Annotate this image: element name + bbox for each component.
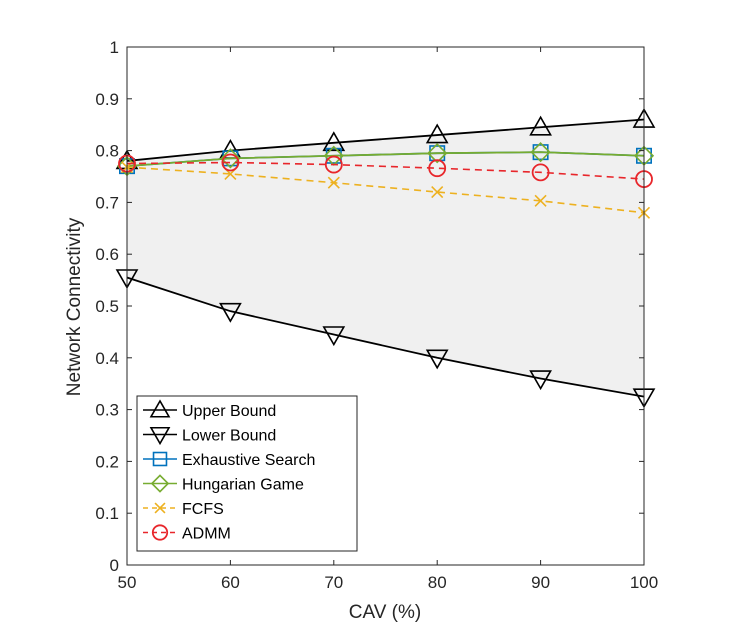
legend-marker	[149, 426, 171, 446]
x-axis-ticks: 50 60 70 80 90 100	[118, 47, 658, 592]
legend-entry-upper-bound: Upper Bound	[143, 399, 276, 420]
y-tick-label: 0.2	[95, 452, 119, 471]
y-tick-label: 0.5	[95, 297, 119, 316]
y-tick-label: 0.4	[95, 349, 119, 368]
hungarian-game-point	[530, 142, 551, 163]
fcfs-point	[431, 185, 444, 199]
bounds-shaded-region	[127, 119, 644, 397]
x-tick-label: 50	[118, 573, 137, 592]
legend-entry-fcfs: FCFS	[143, 501, 224, 518]
legend-entry-hungarian-game: Hungarian Game	[143, 474, 304, 494]
legend-label: ADMM	[182, 526, 231, 543]
x-tick-label: 90	[531, 573, 550, 592]
lower-bound-line	[126, 276, 645, 398]
admm-point	[428, 159, 447, 178]
admm-point	[531, 163, 550, 182]
legend-label: Exhaustive Search	[182, 452, 315, 469]
y-tick-label: 0	[110, 556, 119, 575]
y-tick-label: 0.6	[95, 245, 119, 264]
legend-marker	[152, 451, 168, 467]
admm-point	[221, 153, 240, 172]
legend-label: Upper Bound	[182, 403, 276, 420]
x-tick-label: 70	[324, 573, 343, 592]
y-tick-label: 0.8	[95, 142, 119, 161]
y-tick-label: 0.3	[95, 401, 119, 420]
legend-label: FCFS	[182, 501, 224, 518]
admm-point	[324, 155, 343, 174]
x-tick-label: 60	[221, 573, 240, 592]
hungarian-game-point	[427, 143, 448, 164]
fcfs-point	[534, 194, 547, 207]
fcfs-point	[327, 176, 340, 189]
hungarian-game-line	[126, 151, 645, 168]
y-axis-label: Network Connectivity	[64, 217, 85, 396]
x-tick-label: 80	[428, 573, 447, 592]
legend-entry-lower-bound: Lower Bound	[143, 426, 276, 446]
lower-bound-point	[322, 326, 346, 347]
hungarian-game-series	[116, 142, 655, 177]
legend-entry-exhaustive-search: Exhaustive Search	[143, 451, 315, 469]
admm-line	[126, 161, 645, 180]
fcfs-line	[126, 166, 645, 214]
upper-bound-line	[126, 118, 645, 162]
y-tick-label: 0.7	[95, 193, 119, 212]
legend-label: Hungarian Game	[182, 477, 304, 494]
legend-marker	[154, 502, 166, 514]
legend-entry-admm: ADMM	[143, 524, 231, 543]
lower-bound-series	[115, 269, 656, 409]
lower-bound-point	[219, 302, 242, 323]
upper-bound-point	[322, 131, 346, 152]
y-tick-label: 1	[110, 38, 119, 57]
hungarian-game-point	[220, 148, 241, 169]
legend-marker	[149, 399, 171, 418]
y-tick-label: 0.9	[95, 90, 119, 109]
y-axis-ticks: 0 0.1 0.2 0.3 0.4 0.5 0.6 0.7 0.8 0.9 1	[95, 38, 644, 575]
legend-marker	[151, 524, 169, 541]
x-axis-label: CAV (%)	[349, 602, 421, 623]
lower-bound-point	[425, 349, 449, 370]
legend-label: Lower Bound	[182, 428, 276, 445]
x-tick-label: 100	[630, 573, 658, 592]
legend-marker	[150, 474, 170, 493]
legend-box	[136, 395, 358, 552]
legend: Upper Bound Lower Bound Exhaustive Search H…	[136, 395, 358, 552]
lower-bound-point	[529, 370, 552, 391]
upper-bound-point	[425, 123, 449, 144]
y-tick-label: 0.1	[95, 504, 119, 523]
upper-bound-point	[529, 115, 552, 136]
